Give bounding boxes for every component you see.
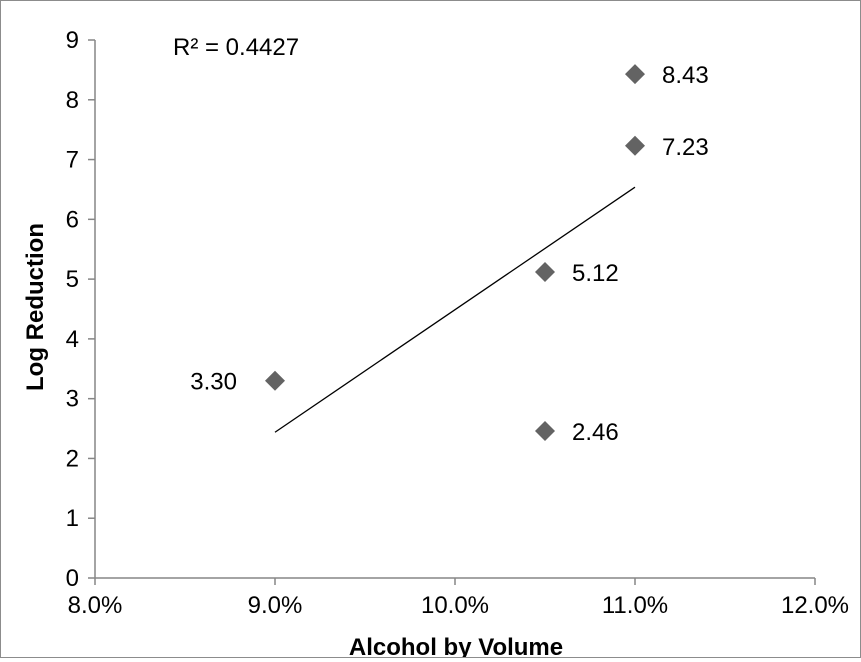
x-tick-label: 10.0% [421,592,489,619]
y-tick-label: 9 [66,27,79,54]
y-tick-label: 7 [66,147,79,174]
data-label: 7.23 [662,134,709,161]
x-tick-label: 11.0% [602,592,668,619]
data-points [265,64,645,441]
y-tick-label: 3 [66,386,79,413]
x-tick-label: 12.0% [781,592,849,619]
data-label: 5.12 [572,260,619,287]
trendline [274,186,636,433]
trendline-group [274,186,636,433]
data-point-marker [535,261,555,282]
axes [88,39,816,585]
data-point-marker [625,135,645,156]
y-tick-label: 5 [66,266,79,293]
x-tick-label: 9.0% [248,592,303,619]
x-axis-title: Alcohol by Volume [349,634,563,657]
data-point-marker [265,370,285,391]
r-squared-annotation: R² = 0.4427 [173,34,299,61]
y-tick-label: 8 [66,87,79,114]
data-label: 8.43 [662,62,709,89]
y-tick-label: 1 [66,505,79,532]
data-point-marker [625,64,645,85]
data-labels: 3.30 5.12 2.46 7.23 8.43 [190,62,708,446]
y-axis-title: Log Reduction [22,223,49,391]
y-tick-label: 6 [66,206,79,233]
data-label: 3.30 [190,369,237,396]
tick-labels: 0 1 2 3 4 5 6 7 8 9 8.0% 9.0% 10.0% 11.0% 12.0% [66,27,849,619]
y-tick-label: 0 [66,565,79,592]
data-point-marker [535,420,555,441]
y-tick-label: 4 [66,326,79,353]
data-label: 2.46 [572,419,619,446]
x-tick-label: 8.0% [68,592,123,619]
y-tick-label: 2 [66,445,79,472]
